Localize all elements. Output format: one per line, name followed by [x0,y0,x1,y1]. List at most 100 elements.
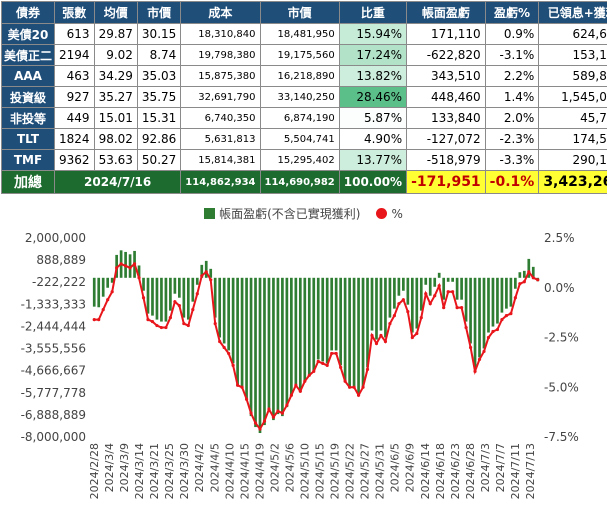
row-pnl: 171,110 [406,23,486,45]
pct-point [312,369,316,373]
x-axis-tick-label: 2024/4/2 [193,443,206,492]
bar [164,277,168,322]
left-axis-tick-label: 888,889 [36,253,86,267]
row-name: AAA [0,65,56,87]
bar [460,277,463,300]
pct-point [128,266,132,270]
row-income: 45,798 [538,107,607,129]
bar [505,277,508,309]
bar [397,277,401,296]
row-pnl: -518,979 [406,149,486,171]
pnl-chart: 2,000,000 888,889 -222,222 -1,333,333 -2,444… [21,231,579,499]
pct-point [164,325,168,330]
x-axis-tick-label: 2024/5/27 [359,443,372,499]
bar [267,277,271,413]
pct-point [446,290,450,294]
pct-point [97,317,101,322]
bar [343,277,347,382]
bar [204,260,208,278]
pct-point [119,262,123,266]
x-axis-tick-label: 2024/4/10 [223,443,236,499]
header-mv: 市價 [259,1,340,24]
bar [160,277,163,322]
bar [92,277,96,307]
pct-point [531,276,535,280]
bar [303,277,307,382]
x-axis-tick-label: 2024/6/18 [434,443,447,499]
row-income: 174,579 [538,128,607,150]
left-axis-tick-label: -5,777,778 [21,386,86,400]
bar [218,277,222,338]
bar [97,277,101,308]
row-avg: 53.63 [93,149,138,171]
bar [200,264,204,278]
bar [222,277,226,344]
bar [106,277,110,288]
pct-point [106,298,110,302]
bar [442,277,446,300]
pct-point [500,317,504,322]
bar [321,277,325,362]
row-weight: 13.77% [338,149,408,171]
x-axis-tick-label: 2024/3/4 [103,443,116,492]
row-weight: 28.46% [338,86,408,108]
pct-point [352,385,356,389]
pct-point [92,317,96,322]
bar [240,277,244,388]
row-weight: 13.82% [338,65,408,87]
pct-point [509,312,513,316]
x-axis-tick-label: 2024/3/9 [118,443,131,492]
row-income: 290,196 [538,149,607,171]
pct-point [374,341,379,346]
row-cost: 18,310,840 [180,23,261,45]
bar [182,277,186,318]
row-cost: 32,691,790 [180,86,261,108]
bar [339,277,342,366]
header-weight: 比重 [338,1,408,24]
bar [178,277,181,298]
pct-point [406,310,410,314]
x-axis-tick-label: 2024/7/11 [509,443,522,499]
pct-point [258,427,262,431]
pct-point [141,296,146,300]
chart-legend: 帳面盈虧(不含已實現獲利)% [0,205,607,222]
bar [410,277,414,333]
table-row: TLT 1824 98.02 92.86 5,631,813 5,504,741… [0,128,607,150]
bar [419,277,423,311]
pct-point [218,339,222,344]
row-pnl: -127,072 [406,128,486,150]
legend-bar-swatch [204,208,216,219]
bar [424,277,428,285]
left-axis-tick-label: 2,000,000 [25,231,86,245]
pct-point [267,407,271,411]
pct-point [365,367,370,371]
pct-point [231,363,235,367]
bar [294,277,298,386]
table-row: 非投等 449 15.01 15.31 6,740,350 6,874,190 … [0,107,607,129]
right-axis-tick-label: -7.5% [544,430,579,444]
row-pct: 2.2% [484,65,540,87]
header-bond: 債券 [0,1,56,24]
pct-point [325,363,329,367]
left-axis-tick-label: -6,888,889 [21,408,86,422]
row-mv: 6,874,190 [259,107,340,129]
bar [307,277,311,375]
bar [330,277,334,351]
row-pct: -3.3% [484,149,540,171]
bar [478,277,481,358]
row-qty: 2194 [54,44,95,66]
row-qty: 1824 [54,128,95,150]
pct-point [343,379,347,383]
pct-point [195,292,199,296]
row-name: 美債20 [0,23,56,45]
pct-point [271,415,276,419]
pct-point [504,314,508,318]
total-weight: 100.00% [338,170,408,194]
bar [509,277,513,307]
row-avg: 15.01 [93,107,138,129]
pct-point [191,308,195,312]
pct-point [280,411,284,415]
pct-point [173,300,177,304]
x-axis-tick-label: 2024/6/23 [449,443,462,499]
bar [469,277,472,344]
